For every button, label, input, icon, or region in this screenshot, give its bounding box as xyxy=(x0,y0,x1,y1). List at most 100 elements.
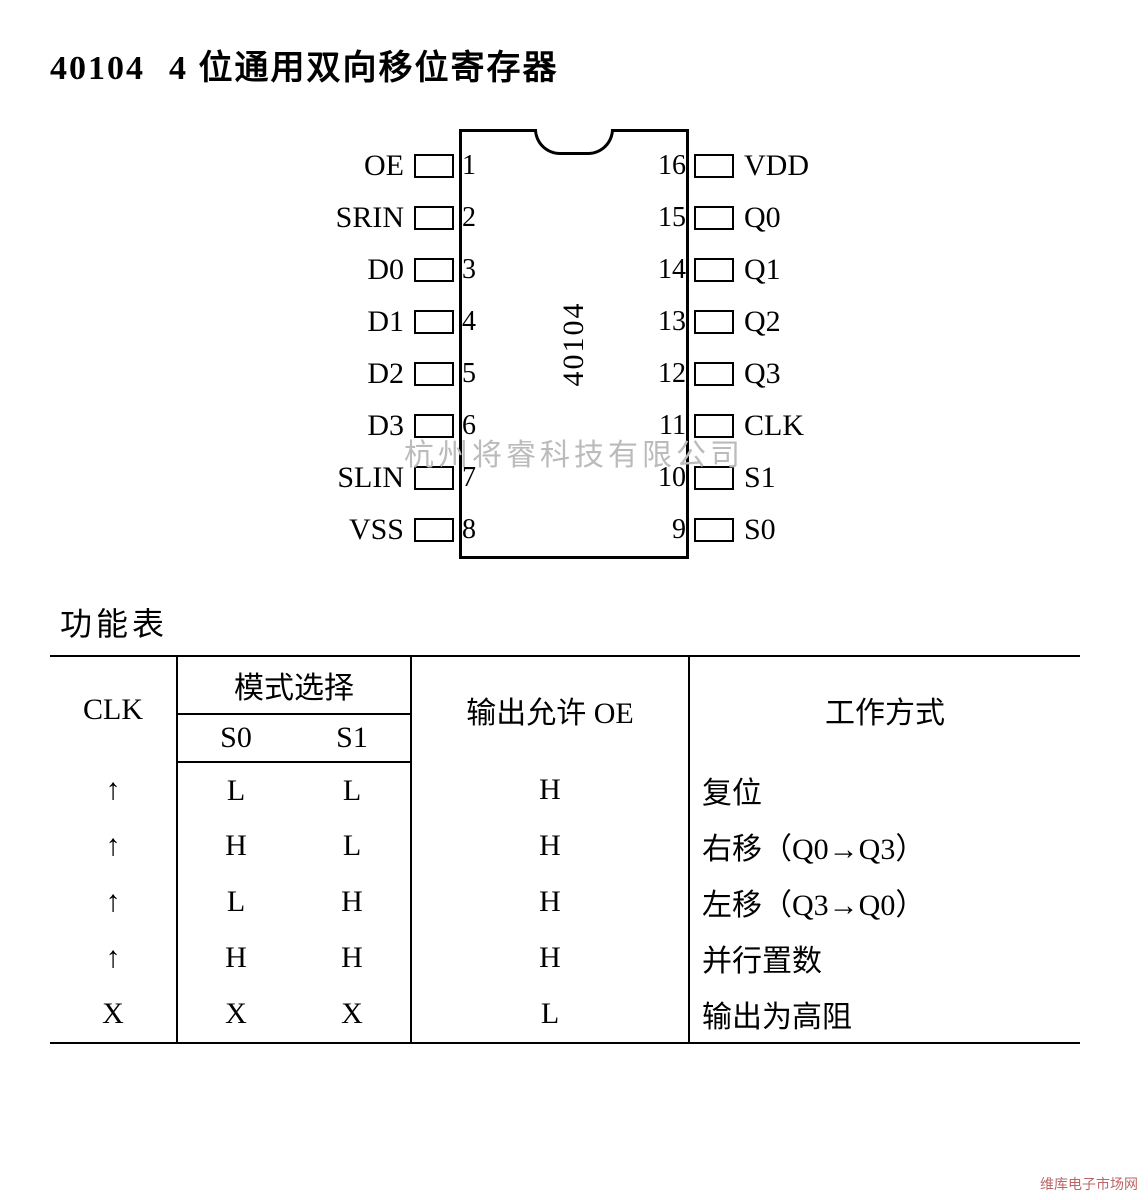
pin-label: CLK xyxy=(734,409,874,443)
chip-diagram: 40104 OE1SRIN2D03D14D25D36SLIN7VSS8 VDD1… xyxy=(50,129,1098,559)
table-cell: ↑ xyxy=(50,874,177,930)
pin-pad-icon xyxy=(414,310,454,334)
pin-number: 5 xyxy=(454,358,502,390)
pin-label: D0 xyxy=(274,253,414,287)
pin-row: Q3 12 xyxy=(574,359,874,389)
pin-row: Q1 14 xyxy=(574,255,874,285)
pin-number: 10 xyxy=(646,462,694,494)
pin-row: Q0 15 xyxy=(574,203,874,233)
table-cell: L xyxy=(177,874,294,930)
pin-row: S1 10 xyxy=(574,463,874,493)
pin-number: 16 xyxy=(646,150,694,182)
table-cell: ↑ xyxy=(50,818,177,874)
pin-number: 3 xyxy=(454,254,502,286)
pin-number: 7 xyxy=(454,462,502,494)
pin-pad-icon xyxy=(414,258,454,282)
pin-label: OE xyxy=(274,149,414,183)
th-s0: S0 xyxy=(177,714,294,762)
table-cell: X xyxy=(294,986,411,1043)
table-row: XXXL输出为高阻 xyxy=(50,986,1080,1043)
th-work: 工作方式 xyxy=(689,656,1080,762)
th-oe: 输出允许 OE xyxy=(411,656,689,762)
table-cell: H xyxy=(411,930,689,986)
pin-label: S1 xyxy=(734,461,874,495)
pin-pad-icon xyxy=(414,414,454,438)
table-cell: H xyxy=(294,874,411,930)
pin-number: 13 xyxy=(646,306,694,338)
pin-label: D2 xyxy=(274,357,414,391)
table-cell: L xyxy=(177,762,294,818)
pin-pad-icon xyxy=(694,258,734,282)
pin-label: Q3 xyxy=(734,357,874,391)
pin-pad-icon xyxy=(694,362,734,386)
table-cell: L xyxy=(294,762,411,818)
pin-label: D1 xyxy=(274,305,414,339)
title-number: 40104 xyxy=(50,50,145,87)
pin-pad-icon xyxy=(694,154,734,178)
pin-row: OE 1 xyxy=(274,151,574,181)
pin-row: SLIN 7 xyxy=(274,463,574,493)
pin-label: S0 xyxy=(734,513,874,547)
table-caption: 功能表 xyxy=(60,599,1098,645)
table-row: ↑HHH并行置数 xyxy=(50,930,1080,986)
pin-number: 4 xyxy=(454,306,502,338)
table-cell: L xyxy=(411,986,689,1043)
table-row: ↑LHH左移（Q3→Q0） xyxy=(50,874,1080,930)
pin-pad-icon xyxy=(414,154,454,178)
pin-number: 1 xyxy=(454,150,502,182)
table-cell: 复位 xyxy=(689,762,1080,818)
pin-row: D2 5 xyxy=(274,359,574,389)
corner-credit: 维库电子市场网 xyxy=(1040,1174,1138,1194)
table-cell: L xyxy=(294,818,411,874)
pin-number: 2 xyxy=(454,202,502,234)
table-cell: ↑ xyxy=(50,930,177,986)
pin-label: VDD xyxy=(734,149,874,183)
pin-pad-icon xyxy=(414,518,454,542)
pin-pad-icon xyxy=(694,466,734,490)
pin-label: D3 xyxy=(274,409,414,443)
pin-number: 12 xyxy=(646,358,694,390)
pin-label: Q1 xyxy=(734,253,874,287)
table-cell: ↑ xyxy=(50,762,177,818)
pin-row: Q2 13 xyxy=(574,307,874,337)
table-cell: H xyxy=(294,930,411,986)
pin-number: 6 xyxy=(454,410,502,442)
pin-row: CLK11 xyxy=(574,411,874,441)
table-cell: H xyxy=(177,930,294,986)
pin-row: VSS 8 xyxy=(274,515,574,545)
pin-pad-icon xyxy=(694,414,734,438)
table-cell: H xyxy=(411,874,689,930)
th-clk: CLK xyxy=(50,656,177,762)
table-cell: 并行置数 xyxy=(689,930,1080,986)
pin-pad-icon xyxy=(694,518,734,542)
table-cell: 输出为高阻 xyxy=(689,986,1080,1043)
th-mode-sel: 模式选择 xyxy=(177,656,411,714)
pin-number: 14 xyxy=(646,254,694,286)
table-cell: X xyxy=(177,986,294,1043)
pin-number: 8 xyxy=(454,514,502,546)
table-cell: H xyxy=(177,818,294,874)
pin-label: Q2 xyxy=(734,305,874,339)
table-cell: H xyxy=(411,762,689,818)
pin-pad-icon xyxy=(694,310,734,334)
pin-pad-icon xyxy=(414,206,454,230)
pin-row: D3 6 xyxy=(274,411,574,441)
pin-pad-icon xyxy=(414,466,454,490)
chip-body: 40104 xyxy=(459,129,689,559)
pin-label: Q0 xyxy=(734,201,874,235)
table-cell: 右移（Q0→Q3） xyxy=(689,818,1080,874)
pin-label: VSS xyxy=(274,513,414,547)
pin-label: SLIN xyxy=(274,461,414,495)
table-cell: X xyxy=(50,986,177,1043)
page-title: 401044 位通用双向移位寄存器 xyxy=(50,40,1098,89)
pin-pad-icon xyxy=(694,206,734,230)
pin-row: D0 3 xyxy=(274,255,574,285)
th-s1: S1 xyxy=(294,714,411,762)
table-row: ↑LLH复位 xyxy=(50,762,1080,818)
pin-number: 15 xyxy=(646,202,694,234)
pin-row: S0 9 xyxy=(574,515,874,545)
pin-pad-icon xyxy=(414,362,454,386)
function-table: CLK 模式选择 输出允许 OE 工作方式 S0 S1 ↑LLH复位↑HLH右移… xyxy=(50,655,1080,1044)
pin-number: 9 xyxy=(646,514,694,546)
table-row: ↑HLH右移（Q0→Q3） xyxy=(50,818,1080,874)
